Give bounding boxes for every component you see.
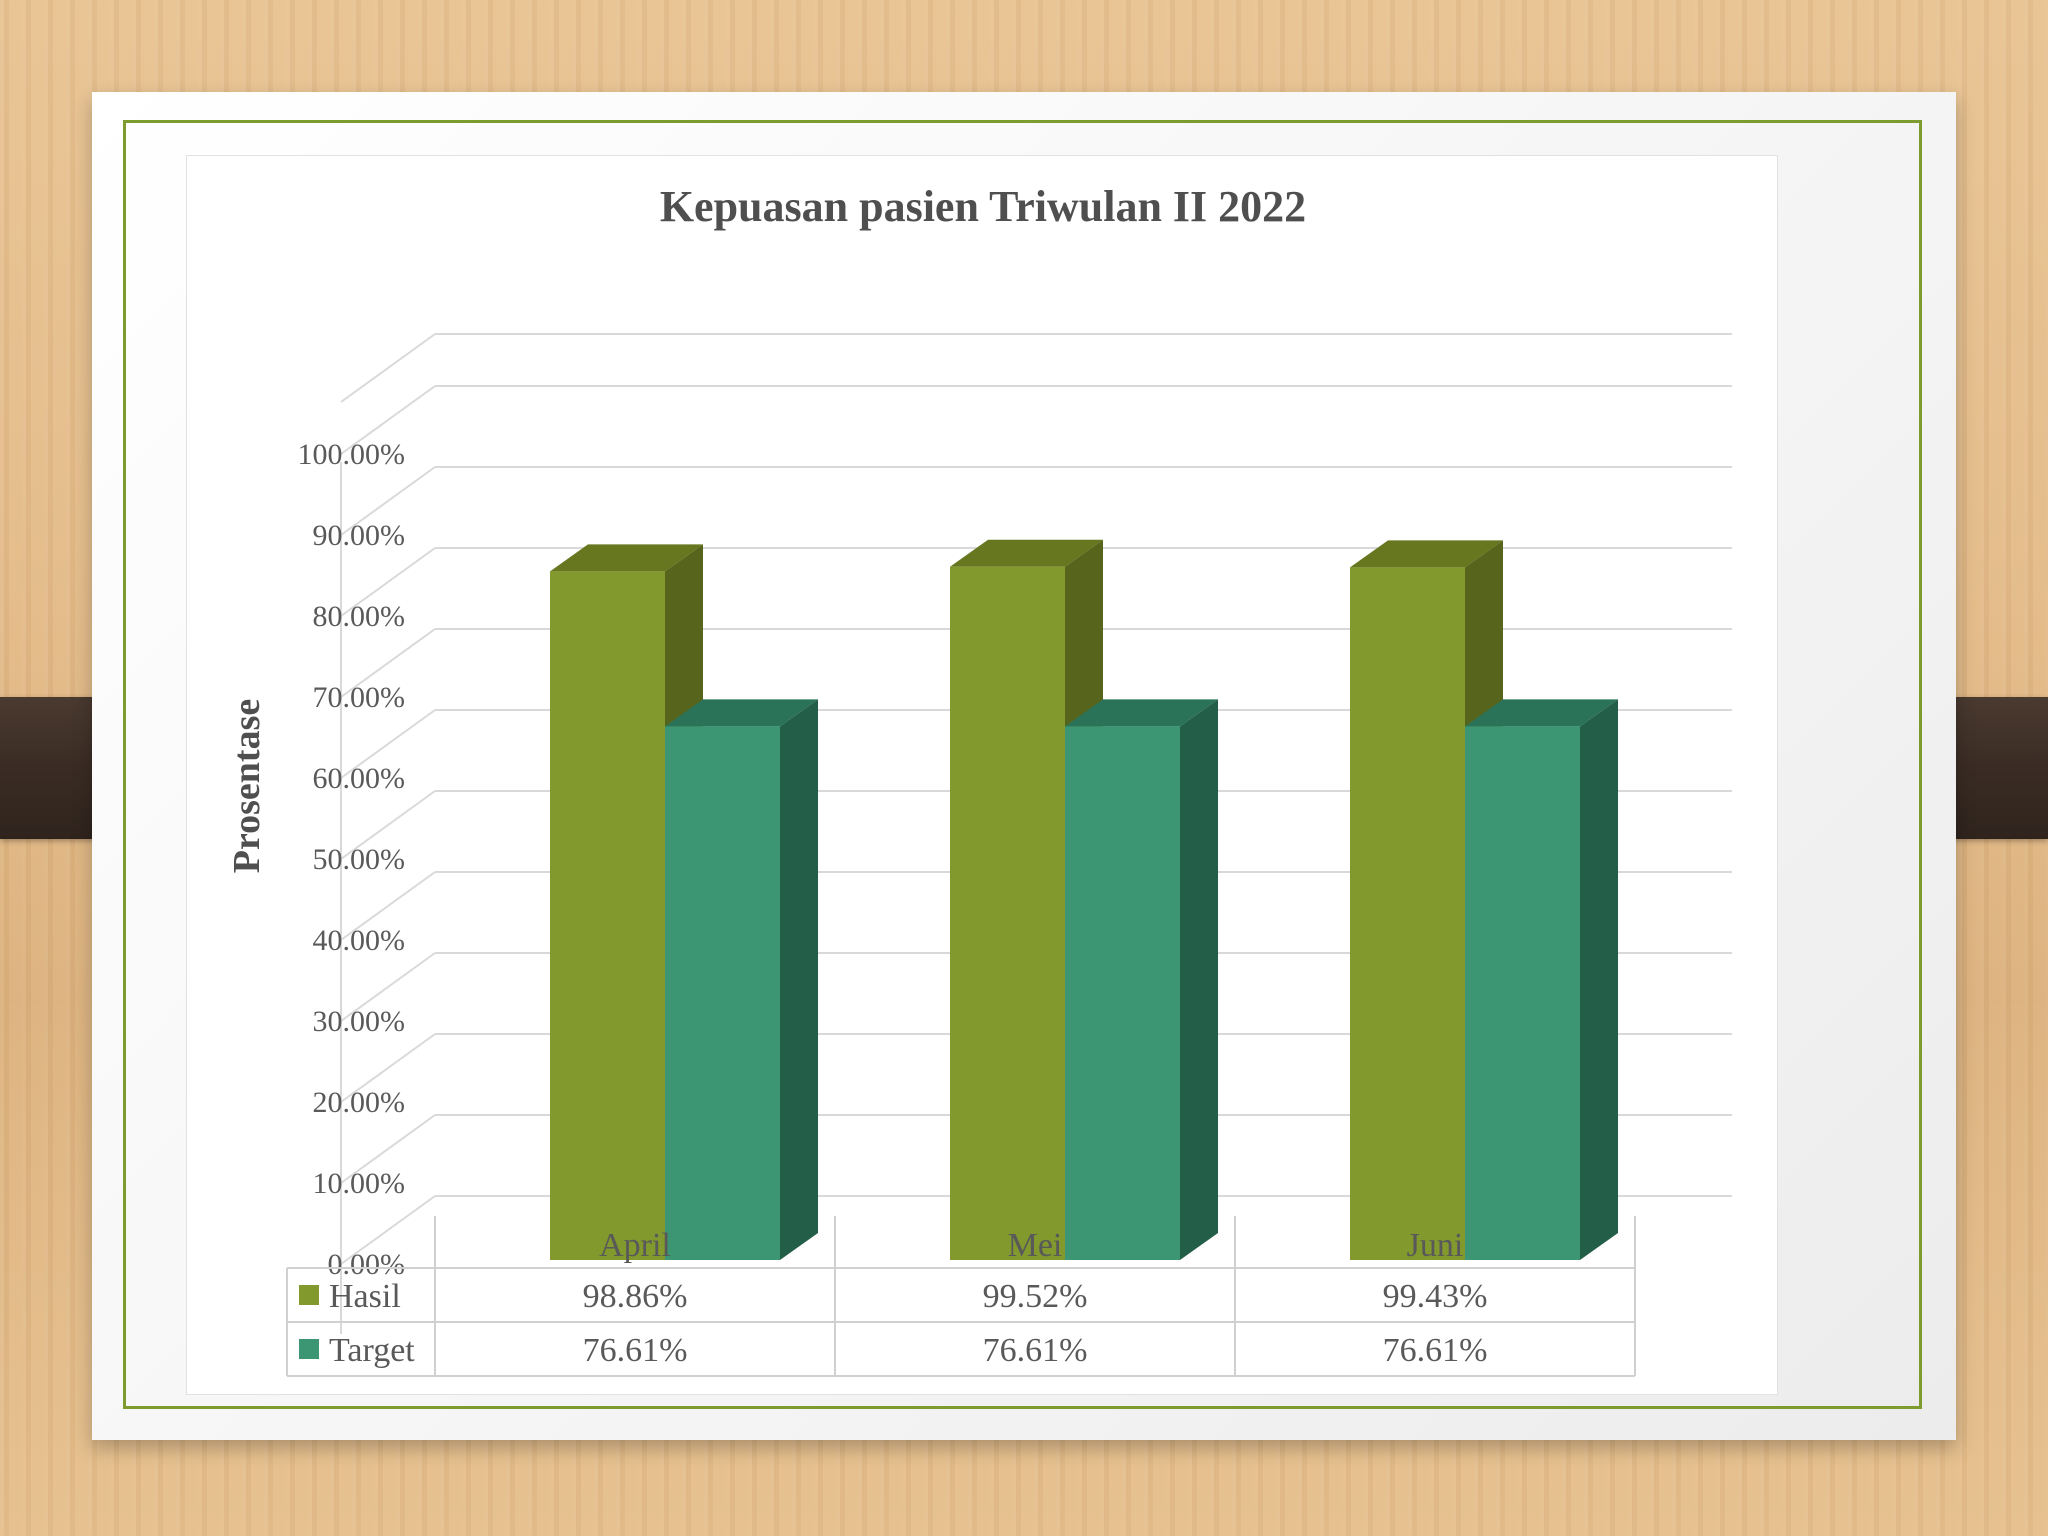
- chart: Kepuasan pasien Triwulan II 2022 0.00% 10…: [226, 182, 1732, 1377]
- legend-label: Target: [329, 1332, 415, 1369]
- y-tick-label: 60.00%: [313, 762, 406, 795]
- y-tick-label: 90.00%: [313, 519, 406, 552]
- gridline-side: [340, 385, 436, 455]
- y-tick-label: 30.00%: [313, 1005, 406, 1038]
- bar-front: [1350, 567, 1465, 1260]
- bar-top: [1465, 699, 1618, 727]
- chart-panel: Kepuasan pasien Triwulan II 2022 0.00% 10…: [186, 155, 1778, 1395]
- gridline-side: [340, 1033, 436, 1103]
- bar-front: [665, 726, 780, 1260]
- bar-top: [1350, 540, 1503, 568]
- legend-swatch: [299, 1285, 319, 1305]
- y-tick-label: 80.00%: [313, 600, 406, 633]
- bar-top: [1065, 699, 1218, 727]
- x-tick-label: Juni: [1407, 1227, 1464, 1264]
- gridline-side: [340, 871, 436, 941]
- y-tick-label: 40.00%: [313, 924, 406, 957]
- gridline-side: [340, 1195, 436, 1265]
- gridline-side: [340, 547, 436, 617]
- x-tick-label: Mei: [1008, 1227, 1063, 1264]
- legend-label: Hasil: [329, 1278, 401, 1315]
- data-table: April Mei Juni Hasil 98.86% 99.52% 99.43% Targe…: [286, 1216, 1636, 1377]
- data-label: 76.61%: [1383, 1332, 1488, 1369]
- y-tick-label: 0.00%: [328, 1248, 406, 1281]
- bar-side: [780, 699, 818, 1260]
- y-tick-label: 100.00%: [298, 438, 406, 471]
- bar-top: [550, 544, 703, 572]
- bar-front: [1465, 726, 1580, 1260]
- y-tick-label: 50.00%: [313, 843, 406, 876]
- bar-front: [1065, 726, 1180, 1260]
- y-axis-ticks: 0.00% 10.00% 20.00% 30.00% 40.00% 50.00% 60.00…: [298, 438, 406, 1281]
- gridline-side: [340, 333, 436, 403]
- chart-title: Kepuasan pasien Triwulan II 2022: [660, 182, 1306, 231]
- bar-target-juni: [1465, 699, 1618, 1260]
- bar-front: [550, 571, 665, 1260]
- y-axis-label: Prosentase: [226, 699, 268, 874]
- y-tick-label: 20.00%: [313, 1086, 406, 1119]
- gridline-side: [340, 628, 436, 698]
- bar-target-mei: [1065, 699, 1218, 1260]
- bars: [550, 539, 1618, 1260]
- legend-swatch: [299, 1339, 319, 1359]
- gridline-side: [340, 466, 436, 536]
- bar-target-april: [665, 699, 818, 1260]
- gridline-side: [340, 952, 436, 1022]
- bar-front: [950, 566, 1065, 1260]
- data-label: 98.86%: [583, 1278, 688, 1315]
- y-tick-label: 10.00%: [313, 1167, 406, 1200]
- data-label: 99.52%: [983, 1278, 1088, 1315]
- gridline-side: [340, 1114, 436, 1184]
- bar-side: [1180, 699, 1218, 1260]
- x-tick-label: April: [599, 1227, 671, 1264]
- bar-top: [950, 539, 1103, 567]
- gridline-side: [340, 709, 436, 779]
- slide-border: [123, 120, 1922, 1409]
- data-label: 76.61%: [583, 1332, 688, 1369]
- data-label: 99.43%: [1383, 1278, 1488, 1315]
- y-tick-label: 70.00%: [313, 681, 406, 714]
- bar-top: [665, 699, 818, 727]
- bar-side: [1580, 699, 1618, 1260]
- data-label: 76.61%: [983, 1332, 1088, 1369]
- gridline-side: [340, 790, 436, 860]
